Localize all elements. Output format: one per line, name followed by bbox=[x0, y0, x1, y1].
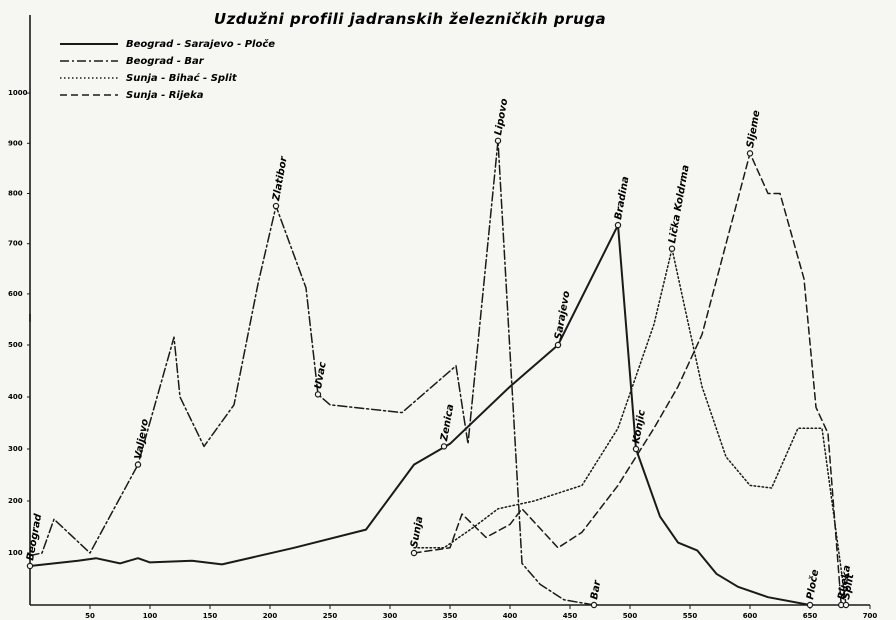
station-marker-ploce bbox=[806, 601, 814, 609]
y-tick-label: 600 bbox=[8, 290, 23, 298]
station-marker-licka-koldrma bbox=[668, 245, 676, 252]
chart-title: Uzdužni profili jadranskih železničkih p… bbox=[214, 10, 606, 28]
y-tick-label: 700 bbox=[8, 240, 23, 248]
station-label-beograd: Beograd bbox=[25, 512, 44, 561]
legend-label-beograd-sarajevo-ploce: Beograd - Sarajevo - Ploče bbox=[126, 38, 275, 50]
x-tick-label: 250 bbox=[323, 612, 338, 620]
x-tick-label: 400 bbox=[503, 612, 518, 620]
legend-label-sunja-rijeka: Sunja - Rijeka bbox=[126, 90, 204, 101]
station-label-zenica: Zenica bbox=[439, 403, 457, 443]
series-line-sunja-rijeka bbox=[413, 152, 842, 606]
x-tick-label: 50 bbox=[85, 612, 95, 620]
station-label-bradina: Bradina bbox=[613, 175, 631, 220]
station-marker-split bbox=[842, 601, 850, 609]
y-tick-label: 300 bbox=[8, 445, 23, 453]
station-label-valjevo: Valjevo bbox=[133, 418, 151, 460]
x-tick-label: 100 bbox=[143, 612, 158, 620]
station-marker-sunja bbox=[410, 549, 418, 557]
axes: 50 100 150 200 250 300 350 400 450 500 550 600 650 70… bbox=[8, 15, 877, 620]
y-tick-label: 900 bbox=[8, 139, 23, 147]
station-label-bar: Bar bbox=[589, 579, 603, 601]
station-label-sunja: Sunja bbox=[409, 515, 425, 548]
y-tick-label: 400 bbox=[8, 393, 23, 401]
series-line-beograd-sarajevo-ploce bbox=[29, 224, 811, 606]
x-tick-label: 200 bbox=[263, 612, 278, 620]
station-label-lipovo: Lipovo bbox=[493, 98, 510, 137]
station-marker-konjic bbox=[632, 445, 640, 453]
x-tick-label: 350 bbox=[443, 612, 458, 620]
station-marker-uvac bbox=[314, 391, 322, 398]
y-tick-label: 1000 bbox=[8, 89, 28, 97]
series-line-beograd-bar bbox=[29, 140, 595, 606]
y-tick-label: 500 bbox=[8, 341, 23, 349]
station-marker-bar bbox=[590, 601, 598, 609]
station-marker-sarajevo bbox=[554, 341, 562, 349]
station-label-split: Split bbox=[841, 572, 857, 601]
station-marker-bradina bbox=[614, 221, 622, 229]
x-tick-label: 300 bbox=[383, 612, 398, 620]
x-tick-label: 700 bbox=[863, 612, 878, 620]
x-tick-label: 650 bbox=[803, 612, 818, 620]
x-tick-label: 550 bbox=[683, 612, 698, 620]
x-tick-label: 600 bbox=[743, 612, 758, 620]
y-tick-label: 800 bbox=[8, 190, 23, 198]
y-tick-label: 200 bbox=[8, 497, 23, 505]
station-marker-zenica bbox=[440, 443, 448, 450]
x-tick-label: 150 bbox=[203, 612, 218, 620]
legend-label-beograd-bar: Beograd - Bar bbox=[126, 56, 205, 67]
x-tick-label: 450 bbox=[563, 612, 578, 620]
series-line-sunja-bihac-split bbox=[413, 247, 847, 606]
station-label-uvac: Uvac bbox=[313, 361, 329, 390]
stations-group: Beograd Valjevo Zlatibor Uvac Lipovo Zenica Sa… bbox=[25, 98, 857, 609]
station-marker-valjevo bbox=[134, 461, 142, 468]
station-marker-lipovo bbox=[494, 137, 502, 144]
station-marker-beograd bbox=[26, 562, 34, 570]
station-marker-zlatibor bbox=[272, 202, 280, 210]
station-label-licka-koldrma: Lička Koldrma bbox=[666, 164, 692, 244]
series-group bbox=[29, 140, 847, 606]
station-label-sarajevo: Sarajevo bbox=[553, 290, 572, 341]
station-label-zlatibor: Zlatibor bbox=[271, 155, 290, 203]
x-tick-label: 500 bbox=[623, 612, 638, 620]
y-tick-label: 100 bbox=[8, 549, 23, 557]
station-marker-sljeme bbox=[746, 150, 754, 157]
station-label-ploce: Ploče bbox=[804, 568, 821, 600]
station-label-sljeme: Sljeme bbox=[745, 109, 762, 149]
legend-label-sunja-bihac-split: Sunja - Bihać - Split bbox=[126, 72, 238, 84]
legend: Beograd - Sarajevo - Ploče Beograd - Bar… bbox=[60, 38, 275, 101]
